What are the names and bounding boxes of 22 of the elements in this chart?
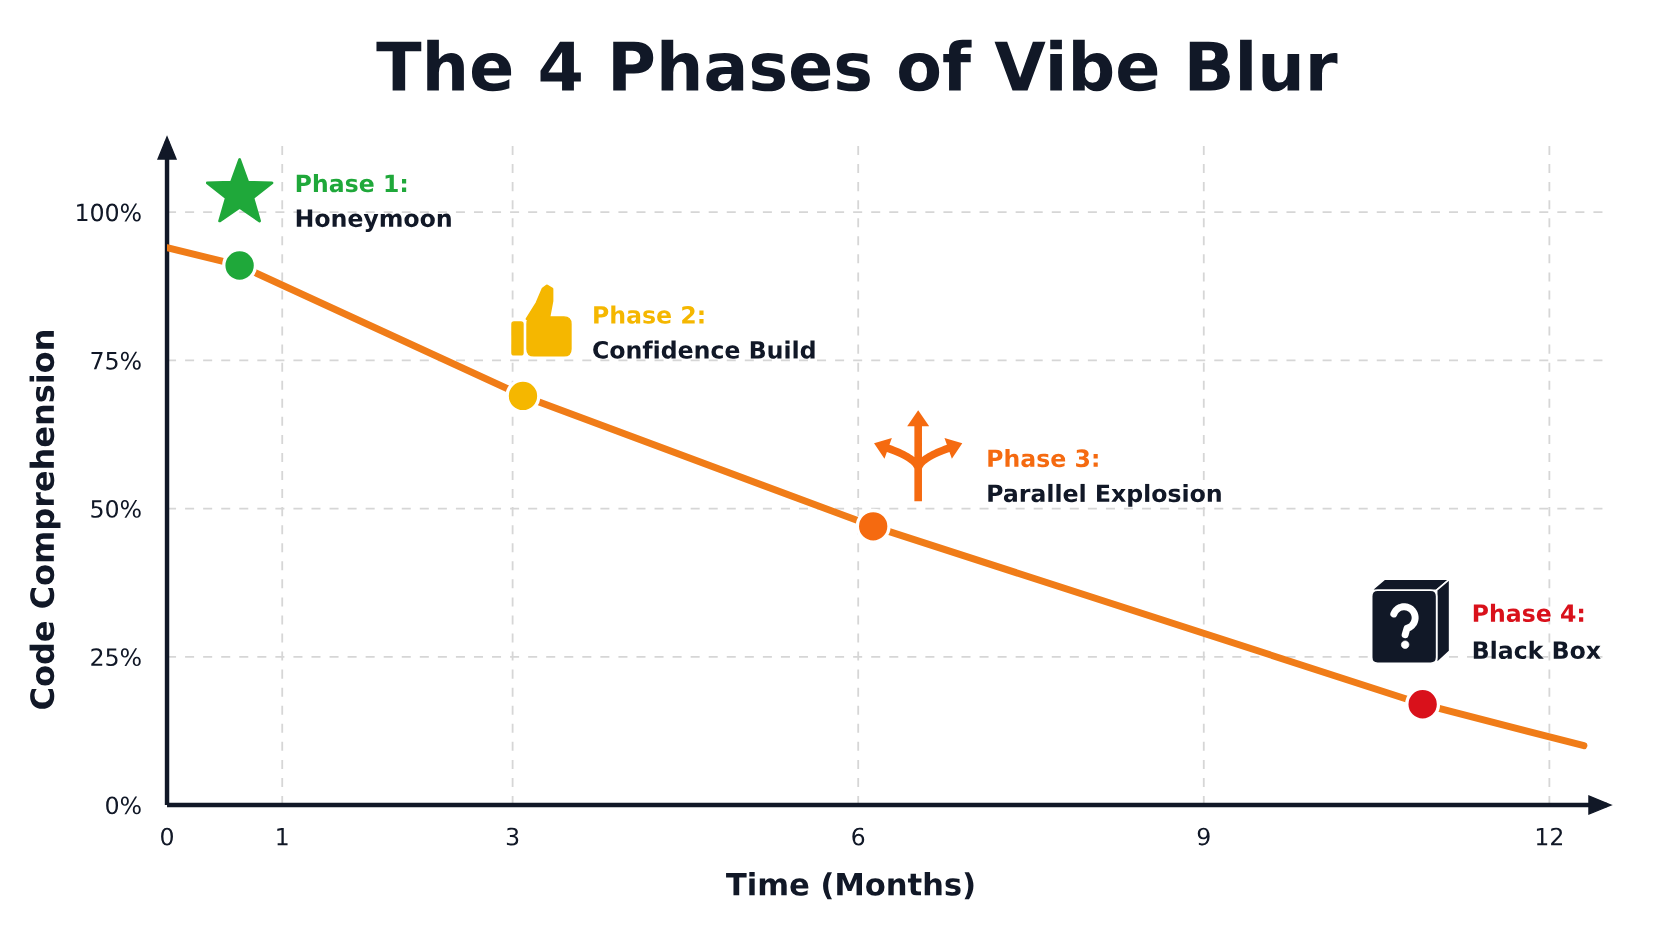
annotation: Honeymoon — [296, 209, 451, 232]
x-axis-title: Time (Months) — [726, 872, 974, 900]
annotation: Phase 4: — [1473, 603, 1584, 623]
y-tick-label: 0% — [106, 796, 141, 815]
x-tick-label: 3 — [506, 827, 519, 846]
x-tick-label: 9 — [1197, 827, 1210, 846]
x-tick-label: 1 — [277, 827, 288, 846]
annotation: Phase 2: — [594, 305, 704, 324]
annotation: Black Box — [1473, 640, 1601, 660]
chart-title: The 4 Phases of Vibe Blur — [376, 39, 1338, 92]
annotation: Parallel Explosion — [988, 483, 1221, 507]
annotation: Phase 3: — [988, 448, 1098, 468]
y-tick-label: 100% — [77, 203, 141, 222]
y-tick-label: 50% — [91, 500, 141, 518]
x-tick-label: 6 — [852, 827, 865, 846]
annotation: Confidence Build — [593, 340, 815, 359]
y-tick-label: 25% — [91, 648, 141, 667]
y-axis-title: Code Comprehension — [29, 331, 61, 709]
annotation: Phase 1: — [296, 174, 407, 193]
x-tick-label: 0 — [161, 827, 173, 846]
x-tick-label: 12 — [1536, 827, 1563, 846]
y-tick-label: 75% — [91, 351, 141, 370]
